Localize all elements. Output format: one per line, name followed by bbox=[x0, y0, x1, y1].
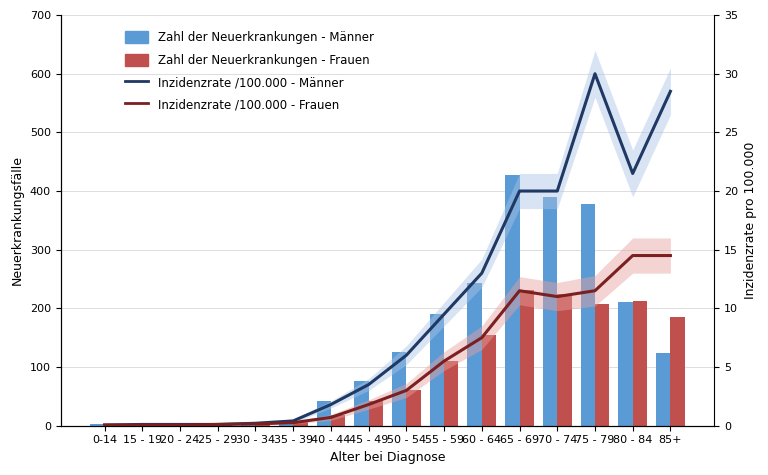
Inzidenzrate /100.000 - Frauen bbox=[515, 288, 524, 294]
Inzidenzrate /100.000 - Männer bbox=[402, 352, 411, 358]
Bar bbox=[331, 415, 346, 426]
Inzidenzrate /100.000 - Frauen bbox=[364, 402, 373, 408]
Legend: Zahl der Neuerkrankungen - Männer, Zahl der Neuerkrankungen - Frauen, Inzidenzra: Zahl der Neuerkrankungen - Männer, Zahl … bbox=[119, 25, 379, 117]
Line: Inzidenzrate /100.000 - Frauen: Inzidenzrate /100.000 - Frauen bbox=[104, 256, 670, 425]
Bar bbox=[279, 421, 293, 426]
Y-axis label: Neuerkrankungsfälle: Neuerkrankungsfälle bbox=[11, 155, 24, 285]
Bar bbox=[142, 425, 157, 426]
Inzidenzrate /100.000 - Frauen bbox=[477, 335, 486, 341]
Inzidenzrate /100.000 - Frauen bbox=[666, 253, 675, 258]
Inzidenzrate /100.000 - Männer bbox=[137, 422, 147, 428]
Bar bbox=[218, 425, 232, 426]
Inzidenzrate /100.000 - Frauen bbox=[251, 421, 260, 427]
Inzidenzrate /100.000 - Frauen bbox=[553, 294, 562, 299]
Inzidenzrate /100.000 - Männer bbox=[251, 420, 260, 426]
Bar bbox=[468, 283, 482, 426]
Bar bbox=[595, 304, 609, 426]
Inzidenzrate /100.000 - Frauen bbox=[628, 253, 637, 258]
Bar bbox=[430, 314, 444, 426]
Inzidenzrate /100.000 - Männer bbox=[175, 422, 184, 428]
Inzidenzrate /100.000 - Männer bbox=[666, 88, 675, 94]
Bar bbox=[180, 425, 194, 426]
Inzidenzrate /100.000 - Frauen bbox=[402, 388, 411, 393]
Bar bbox=[482, 335, 496, 426]
Bar bbox=[316, 401, 331, 426]
Bar bbox=[406, 390, 421, 426]
Bar bbox=[354, 381, 369, 426]
Inzidenzrate /100.000 - Männer bbox=[364, 382, 373, 388]
Bar bbox=[104, 425, 119, 426]
Inzidenzrate /100.000 - Männer bbox=[326, 402, 336, 408]
Inzidenzrate /100.000 - Frauen bbox=[175, 422, 184, 428]
Bar bbox=[369, 401, 383, 426]
Inzidenzrate /100.000 - Männer bbox=[100, 422, 109, 428]
Inzidenzrate /100.000 - Männer bbox=[289, 418, 298, 424]
Inzidenzrate /100.000 - Männer bbox=[477, 270, 486, 276]
Bar bbox=[505, 175, 519, 426]
Inzidenzrate /100.000 - Männer bbox=[591, 71, 600, 76]
Bar bbox=[670, 317, 685, 426]
Bar bbox=[633, 301, 647, 426]
Inzidenzrate /100.000 - Frauen bbox=[289, 420, 298, 426]
Bar bbox=[293, 422, 307, 426]
Inzidenzrate /100.000 - Frauen bbox=[439, 358, 449, 364]
Inzidenzrate /100.000 - Männer bbox=[439, 311, 449, 317]
X-axis label: Alter bei Diagnose: Alter bei Diagnose bbox=[329, 451, 445, 464]
Inzidenzrate /100.000 - Frauen bbox=[326, 415, 336, 420]
Bar bbox=[166, 424, 180, 426]
Inzidenzrate /100.000 - Männer bbox=[628, 171, 637, 176]
Bar bbox=[392, 352, 406, 426]
Bar bbox=[519, 290, 534, 426]
Bar bbox=[241, 423, 256, 426]
Bar bbox=[256, 423, 270, 426]
Inzidenzrate /100.000 - Frauen bbox=[214, 422, 223, 428]
Inzidenzrate /100.000 - Frauen bbox=[137, 422, 147, 428]
Y-axis label: Inzidenzrate pro 100.000: Inzidenzrate pro 100.000 bbox=[744, 142, 757, 299]
Bar bbox=[618, 303, 633, 426]
Bar bbox=[128, 425, 142, 426]
Line: Inzidenzrate /100.000 - Männer: Inzidenzrate /100.000 - Männer bbox=[104, 74, 670, 425]
Bar bbox=[90, 425, 104, 426]
Bar bbox=[558, 294, 571, 426]
Inzidenzrate /100.000 - Frauen bbox=[100, 422, 109, 428]
Bar bbox=[581, 204, 595, 426]
Inzidenzrate /100.000 - Männer bbox=[214, 422, 223, 428]
Inzidenzrate /100.000 - Männer bbox=[515, 188, 524, 194]
Bar bbox=[656, 353, 670, 426]
Bar bbox=[444, 361, 458, 426]
Inzidenzrate /100.000 - Frauen bbox=[591, 288, 600, 294]
Bar bbox=[204, 424, 218, 426]
Bar bbox=[543, 197, 558, 426]
Inzidenzrate /100.000 - Männer bbox=[553, 188, 562, 194]
